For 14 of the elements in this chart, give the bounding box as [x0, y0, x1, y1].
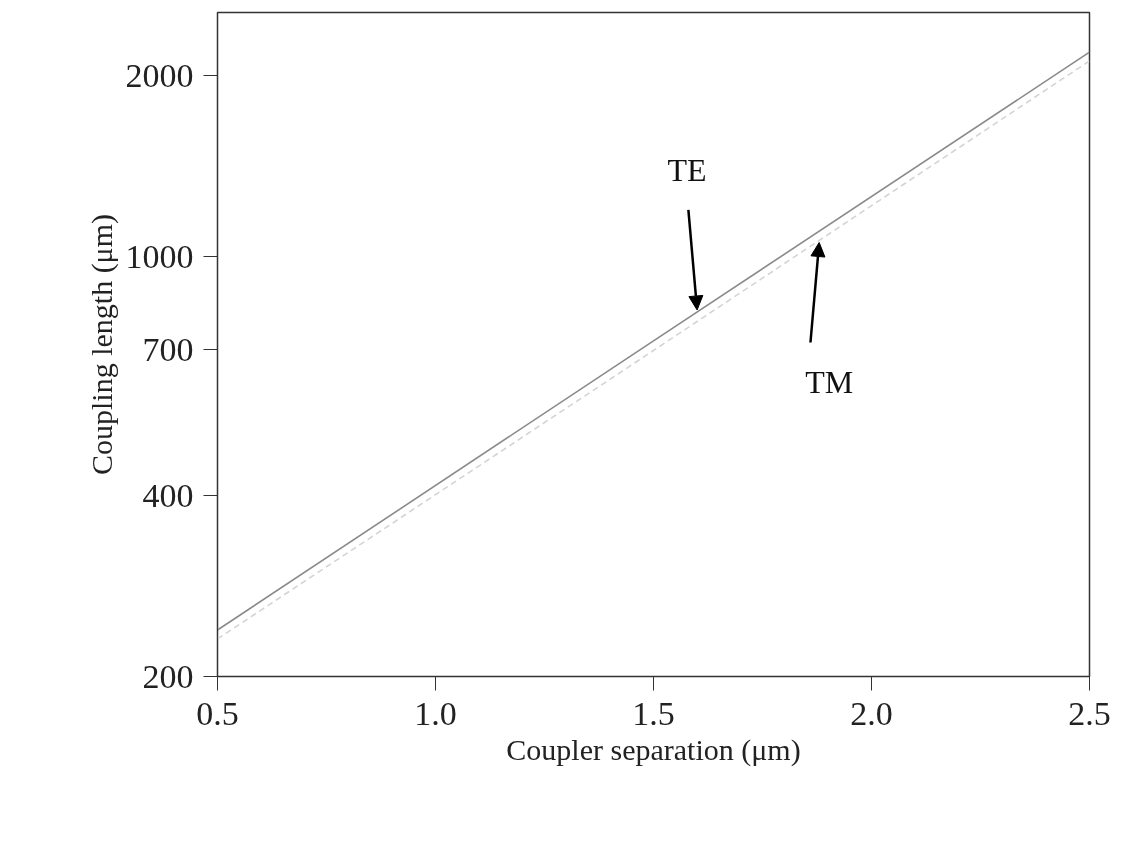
y-tick-label: 2000 [125, 56, 194, 94]
annotation: TE [667, 151, 707, 188]
x-tick-label: 1.5 [632, 694, 675, 732]
y-tick-label: 700 [142, 330, 194, 368]
x-tick-label: 2.5 [1068, 694, 1111, 732]
y-tick-label: 200 [142, 657, 194, 695]
y-tick-label: 400 [142, 476, 194, 514]
x-tick-label: 2.0 [850, 694, 893, 732]
y-axis-title: Coupling length (μm) [84, 213, 119, 476]
y-tick-label: 1000 [125, 237, 194, 275]
x-axis-title: Coupler separation (μm) [506, 732, 801, 767]
x-tick-label: 0.5 [196, 694, 239, 732]
x-tick-label: 1.0 [414, 694, 457, 732]
annotation: TM [805, 364, 854, 401]
